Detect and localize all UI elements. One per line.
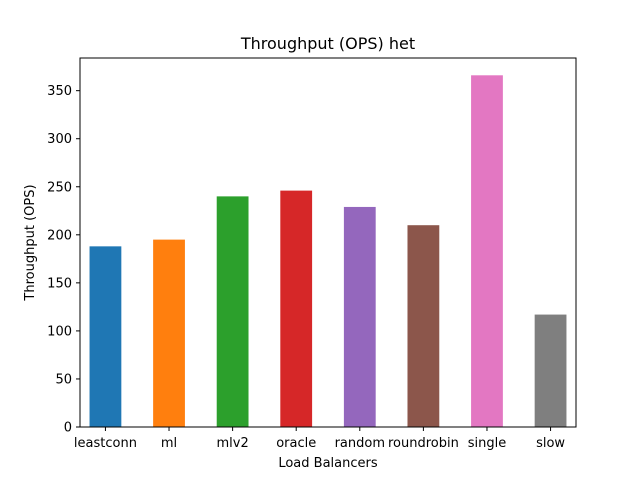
y-tick-label: 50 [55, 372, 72, 387]
plot-frame [79, 57, 577, 428]
bar-roundrobin [407, 225, 440, 427]
bar-slow [534, 314, 567, 427]
y-tick-label: 350 [47, 84, 72, 99]
x-tick-label: slow [536, 436, 565, 451]
bar-leastconn [89, 246, 122, 427]
y-tick-label: 150 [47, 276, 72, 291]
y-tick-label: 250 [47, 180, 72, 195]
x-tick-label: single [468, 436, 507, 451]
bars [89, 75, 567, 427]
y-axis-ticks: 0 50 100 150 200 250 300 350 [47, 84, 80, 436]
x-axis-label: Load Balancers [278, 456, 378, 471]
y-tick-label: 100 [47, 324, 72, 339]
bar-ml [153, 239, 185, 427]
x-axis-ticks: leastconn ml mlv2 oracle random roundrobin sin… [74, 427, 565, 451]
chart-title: Throughput (OPS) het [240, 34, 415, 53]
x-tick-label: mlv2 [216, 436, 248, 451]
y-tick-label: 0 [64, 421, 72, 436]
bar-oracle [280, 190, 313, 427]
x-tick-label: oracle [276, 436, 316, 451]
x-tick-label: roundrobin [388, 436, 459, 451]
x-tick-label: ml [161, 436, 177, 451]
x-tick-label: leastconn [74, 436, 137, 451]
bar-random [343, 206, 376, 427]
y-tick-label: 300 [47, 132, 72, 147]
x-tick-label: random [335, 436, 385, 451]
bar-single [471, 75, 503, 427]
bar-mlv2 [216, 196, 249, 427]
y-tick-label: 200 [47, 228, 72, 243]
y-axis-label: Throughput (OPS) [23, 184, 38, 301]
